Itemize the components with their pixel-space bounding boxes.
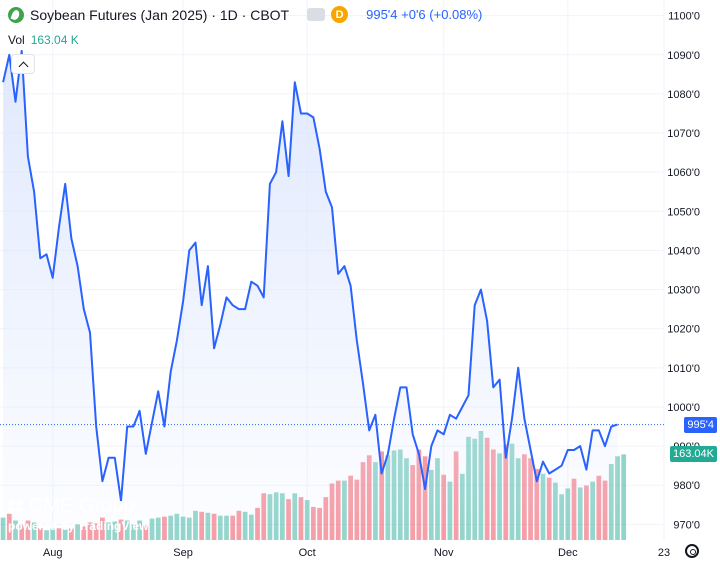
- delayed-data-badge[interactable]: D: [331, 6, 349, 23]
- time-tick-label: Nov: [434, 547, 454, 559]
- price-tick-label: 1070'0: [667, 128, 700, 140]
- price-tick-label: 1030'0: [667, 285, 700, 297]
- powered-by-tradingview[interactable]: powered by TradingView: [8, 519, 149, 533]
- time-tick-label: Sep: [173, 547, 193, 559]
- price-tick-label: 1080'0: [667, 89, 700, 101]
- gear-icon[interactable]: [685, 544, 699, 558]
- symbol-title[interactable]: Soybean Futures (Jan 2025) · 1D · CBOT: [30, 6, 290, 23]
- price-tick-label: 1090'0: [667, 50, 700, 62]
- cme-logo-text: CME Group: [29, 495, 135, 517]
- time-tick-label: Oct: [299, 547, 316, 559]
- price-tick-label: 1060'0: [667, 167, 700, 179]
- volume-bar: [621, 454, 627, 540]
- last-volume-label: 163.04K: [670, 446, 717, 463]
- volume-legend: Vol 163.04 K: [8, 33, 79, 47]
- last-price-label: 995'4: [684, 416, 717, 433]
- cme-group-logo: CME Group: [8, 495, 135, 518]
- price-change-info: 995'4 +0'6 (+0.08%): [366, 7, 483, 22]
- market-status-indicator[interactable]: [307, 8, 326, 21]
- volume-legend-value: 163.04 K: [30, 33, 79, 47]
- time-axis[interactable]: Aug Sep Oct Nov Dec 23: [43, 547, 670, 559]
- chevron-up-icon: [18, 61, 28, 71]
- soybean-icon: [8, 6, 24, 23]
- collapse-legend-button[interactable]: [11, 54, 35, 74]
- price-tick-label: 1010'0: [667, 363, 700, 375]
- price-tick-label: 1000'0: [667, 402, 700, 414]
- cme-logo-icon: [8, 498, 24, 515]
- price-tick-label: 970'0: [673, 519, 700, 531]
- price-tick-label: 980'0: [673, 480, 700, 492]
- price-tick-label: 1100'0: [668, 11, 700, 23]
- time-tick-label: Dec: [558, 547, 578, 559]
- price-tick-label: 1050'0: [667, 206, 700, 218]
- price-tick-label: 1020'0: [667, 324, 700, 336]
- volume-legend-label: Vol: [8, 33, 25, 47]
- chart-legend-header: Soybean Futures (Jan 2025) · 1D · CBOT D…: [8, 6, 482, 23]
- time-tick-label: 23: [658, 547, 670, 559]
- time-tick-label: Aug: [43, 547, 63, 559]
- price-line: [2, 49, 618, 502]
- price-tick-label: 1040'0: [667, 245, 700, 257]
- price-area-fill: [3, 50, 618, 541]
